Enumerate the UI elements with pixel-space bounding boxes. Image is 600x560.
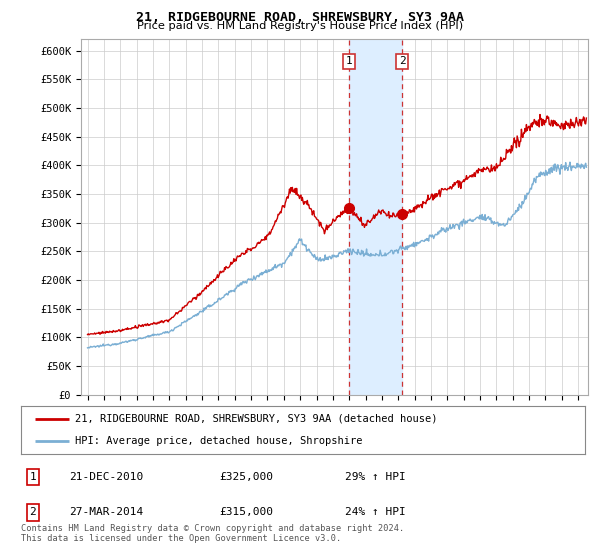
Text: 21, RIDGEBOURNE ROAD, SHREWSBURY, SY3 9AA: 21, RIDGEBOURNE ROAD, SHREWSBURY, SY3 9A… bbox=[136, 11, 464, 24]
Text: HPI: Average price, detached house, Shropshire: HPI: Average price, detached house, Shro… bbox=[74, 436, 362, 446]
Text: 2: 2 bbox=[399, 57, 406, 67]
Text: 24% ↑ HPI: 24% ↑ HPI bbox=[345, 507, 406, 517]
Text: Price paid vs. HM Land Registry's House Price Index (HPI): Price paid vs. HM Land Registry's House … bbox=[137, 21, 463, 31]
Text: Contains HM Land Registry data © Crown copyright and database right 2024.
This d: Contains HM Land Registry data © Crown c… bbox=[21, 524, 404, 543]
Text: 1: 1 bbox=[29, 472, 37, 482]
Text: 29% ↑ HPI: 29% ↑ HPI bbox=[345, 472, 406, 482]
Text: £325,000: £325,000 bbox=[219, 472, 273, 482]
Text: £315,000: £315,000 bbox=[219, 507, 273, 517]
Bar bbox=[349, 39, 402, 395]
Text: 21-DEC-2010: 21-DEC-2010 bbox=[69, 472, 143, 482]
Text: 21, RIDGEBOURNE ROAD, SHREWSBURY, SY3 9AA (detached house): 21, RIDGEBOURNE ROAD, SHREWSBURY, SY3 9A… bbox=[74, 414, 437, 424]
Text: 27-MAR-2014: 27-MAR-2014 bbox=[69, 507, 143, 517]
Text: 1: 1 bbox=[346, 57, 352, 67]
Text: 2: 2 bbox=[29, 507, 37, 517]
